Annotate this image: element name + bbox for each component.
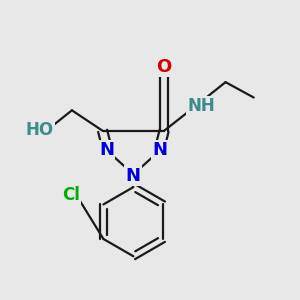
Text: HO: HO — [26, 121, 54, 139]
Text: N: N — [99, 141, 114, 159]
Text: NH: NH — [187, 98, 215, 116]
Text: O: O — [157, 58, 172, 76]
Text: N: N — [153, 141, 168, 159]
Text: Cl: Cl — [62, 186, 80, 204]
Text: N: N — [126, 167, 141, 184]
